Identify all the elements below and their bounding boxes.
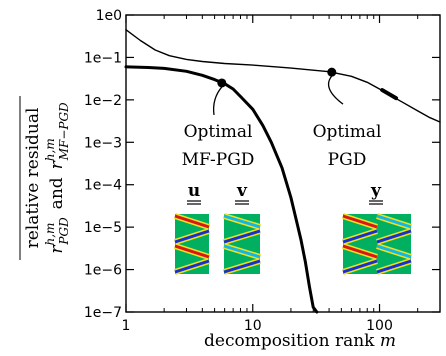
y-tick-label: 1e−4 [84, 178, 122, 194]
y-label-pgd-symbol: r [47, 245, 67, 254]
y-tick-label: 1e−7 [84, 305, 122, 321]
annotation-line1: Optimal [184, 122, 253, 142]
y-axis-label-line1: relative residual [23, 108, 43, 249]
y-label-pgd-sup: h,m [43, 223, 57, 246]
x-tick-label: 10 [244, 318, 262, 334]
y-label-pgd-sub: PGD [57, 217, 71, 246]
y-label-and: and [47, 177, 67, 209]
x-axis-label: decomposition rank m [204, 331, 396, 351]
y-axis-label-line2: rh,mPGDandrh,mMF−PGD [43, 102, 71, 254]
x-axis-label-symbol: m [380, 331, 396, 351]
inset-wave [223, 259, 261, 274]
annotation-line2: PGD [328, 150, 367, 170]
annotation-pointer [328, 75, 344, 105]
y-tick-label: 1e−2 [84, 93, 122, 109]
inset-label: u [188, 181, 200, 201]
y-tick-label: 1e−6 [84, 263, 122, 279]
inset-wave [376, 244, 412, 259]
optimal-point-marker [217, 78, 227, 88]
y-axis-label: relative residual rh,mPGDandrh,mMF−PGD [19, 96, 71, 260]
y-tick-label: 1e−1 [84, 50, 122, 66]
inset-wave [223, 244, 261, 259]
series-line-thick [124, 65, 319, 314]
y-tick-label: 1e0 [96, 8, 122, 24]
inset-wave [376, 229, 412, 244]
y-tick-label: 1e−3 [84, 135, 122, 151]
inset-wave [223, 214, 261, 229]
inset-wave [342, 244, 378, 259]
y-label-mf-sub: MF−PGD [57, 102, 71, 161]
annotation-line1: Optimal [313, 122, 382, 142]
inset-label: y [370, 181, 382, 201]
series-layer [124, 29, 441, 314]
x-tick-label: 1 [122, 318, 131, 334]
inset-wave [174, 214, 210, 229]
inset-wave [342, 259, 378, 274]
inset-wave [376, 214, 412, 229]
x-axis-label-text: decomposition rank [204, 331, 380, 351]
annotation-layer: Optimal MF-PGD Optimal PGD [182, 67, 382, 170]
inset-wave [174, 244, 210, 259]
inset-wave [376, 259, 412, 274]
inset-label: v [236, 181, 248, 201]
optimal-point-marker [327, 67, 337, 77]
annotation-pointer [212, 86, 223, 116]
inset-wave [174, 229, 210, 244]
inset-u: u [174, 181, 210, 275]
inset-wave [342, 229, 378, 244]
annotation-line2: MF-PGD [182, 150, 255, 170]
y-label-mf-sup: h,m [43, 138, 57, 161]
axes: 1 10 100 1e0 1e−1 1e−2 1e−3 1e−4 1e−5 1e−6 1e−7 [84, 8, 441, 334]
inset-wave [342, 214, 378, 229]
thin-curve-thick-segment [380, 88, 399, 101]
inset-wave [174, 259, 210, 274]
x-tick-label: 100 [366, 318, 393, 334]
series-line-thin [125, 29, 441, 123]
y-label-mf-symbol: r [47, 160, 67, 169]
inset-wave [223, 229, 261, 244]
inset-y: y [342, 181, 412, 275]
y-tick-label: 1e−5 [84, 220, 122, 236]
inset-v: v [223, 181, 261, 275]
plot-frame [125, 14, 441, 313]
